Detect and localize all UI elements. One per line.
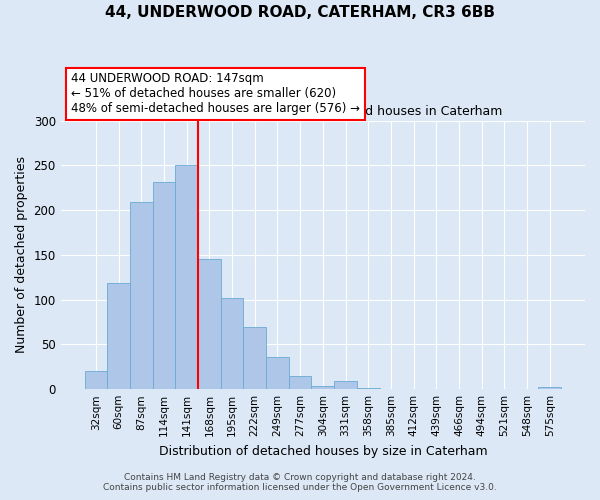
Bar xyxy=(289,376,311,389)
Bar xyxy=(221,298,244,389)
Bar xyxy=(152,182,175,389)
Bar xyxy=(107,282,130,389)
Text: 44, UNDERWOOD ROAD, CATERHAM, CR3 6BB: 44, UNDERWOOD ROAD, CATERHAM, CR3 6BB xyxy=(105,5,495,20)
Bar xyxy=(85,372,107,389)
Bar xyxy=(130,202,152,389)
Text: 44 UNDERWOOD ROAD: 147sqm
← 51% of detached houses are smaller (620)
48% of semi: 44 UNDERWOOD ROAD: 147sqm ← 51% of detac… xyxy=(71,72,360,116)
Bar xyxy=(198,258,221,389)
Y-axis label: Number of detached properties: Number of detached properties xyxy=(15,156,28,354)
Bar xyxy=(266,357,289,389)
Bar xyxy=(357,388,380,389)
Bar xyxy=(311,386,334,389)
X-axis label: Distribution of detached houses by size in Caterham: Distribution of detached houses by size … xyxy=(158,444,487,458)
Text: Contains HM Land Registry data © Crown copyright and database right 2024.
Contai: Contains HM Land Registry data © Crown c… xyxy=(103,473,497,492)
Bar xyxy=(538,388,561,389)
Bar xyxy=(334,381,357,389)
Bar xyxy=(175,166,198,389)
Bar xyxy=(244,326,266,389)
Title: Size of property relative to detached houses in Caterham: Size of property relative to detached ho… xyxy=(143,105,503,118)
